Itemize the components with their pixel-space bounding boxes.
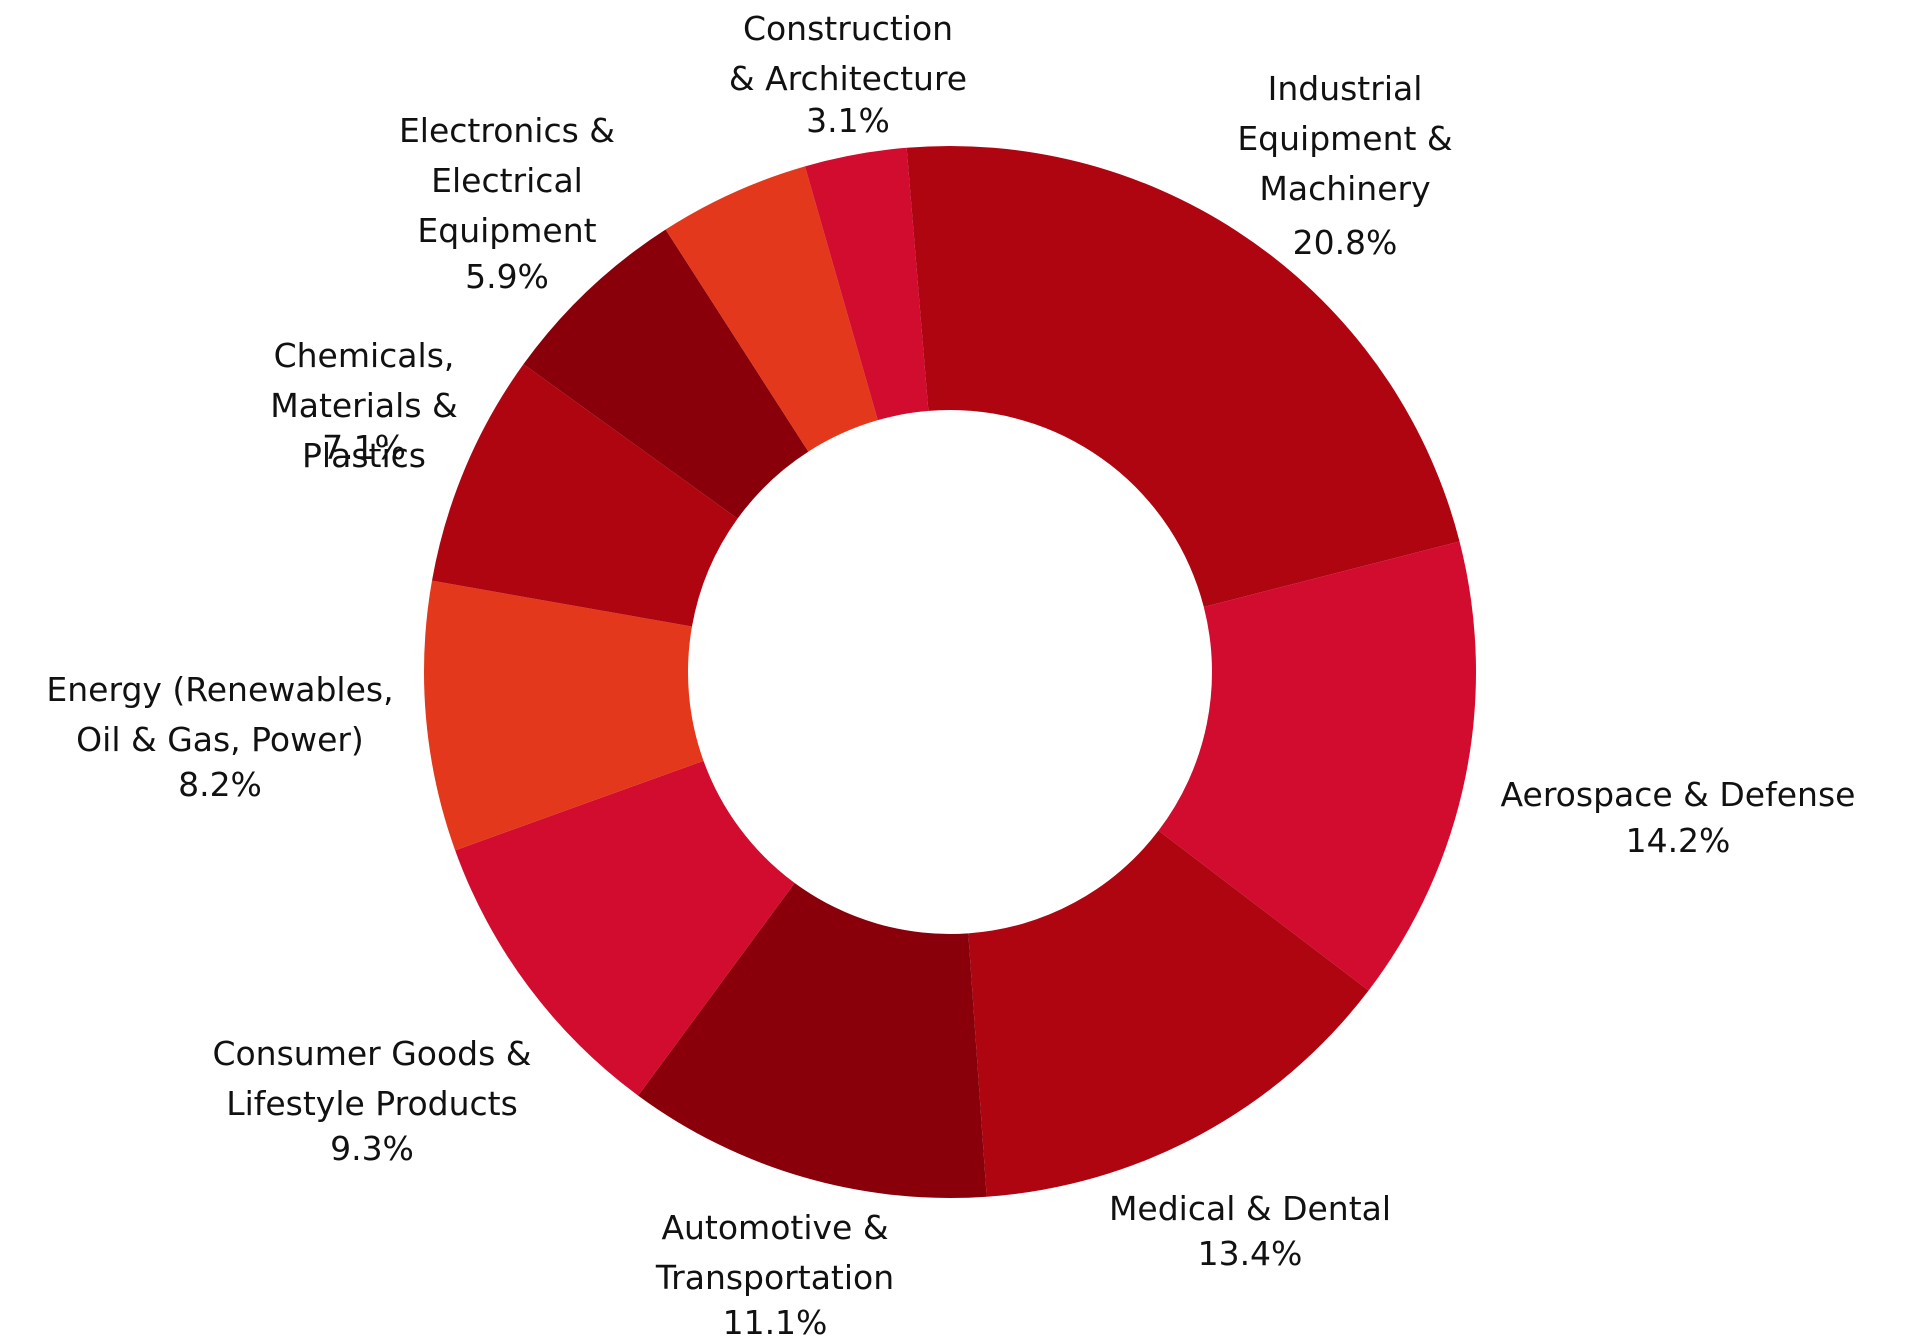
slice-label-aerospace-and-defense-line-0: Aerospace & Defense	[1501, 775, 1856, 814]
slice-value-label-consumer-goods-and-lifestyle-products: 9.3%	[330, 1129, 414, 1168]
slice-label-electronics-and-electrical-equipment-line-0: Electronics &	[399, 111, 615, 150]
slice-industrial-equipment-and-machinery	[950, 146, 1460, 608]
slice-label-industrial-equipment-and-machinery-line-1: Equipment &	[1237, 119, 1452, 158]
slice-energy-renewables-oil-and-gas-power	[424, 580, 704, 851]
slice-label-automotive-and-transportation-line-0: Automotive &	[661, 1208, 888, 1247]
slice-value-label-chemicals-materials-and-plastics: 7.1%	[322, 428, 406, 467]
slice-label-chemicals-materials-and-plastics-line-1: Materials &	[270, 386, 457, 425]
slice-value-label-aerospace-and-defense: 14.2%	[1626, 821, 1731, 860]
slice-label-energy-renewables-oil-and-gas-power-line-0: Energy (Renewables,	[46, 670, 393, 709]
slice-label-chemicals-materials-and-plastics-line-2: Plastics	[302, 436, 426, 475]
slice-electronics-and-electrical-equipment	[523, 229, 809, 519]
slice-label-electronics-and-electrical-equipment-line-1: Electrical	[431, 161, 583, 200]
slices-group	[424, 146, 1476, 1198]
slice-value-label-unlabeled-9: 3.1%	[806, 101, 890, 140]
slice-label-automotive-and-transportation-line-1: Transportation	[655, 1258, 894, 1297]
slice-label-construction-and-architecture-line-0: Construction	[743, 9, 953, 48]
slice-automotive-and-transportation	[638, 882, 987, 1198]
slice-value-label-medical-and-dental: 13.4%	[1198, 1234, 1303, 1273]
slice-chemicals-materials-and-plastics	[431, 364, 738, 627]
slice-aerospace-and-defense	[1158, 541, 1476, 991]
slice-medical-and-dental	[968, 830, 1369, 1197]
slice-label-chemicals-materials-and-plastics-line-0: Chemicals,	[274, 336, 455, 375]
slice-construction-and-architecture	[665, 166, 878, 452]
slice-value-label-automotive-and-transportation: 11.1%	[723, 1303, 828, 1340]
slice-label-industrial-equipment-and-machinery-line-2: Machinery	[1259, 169, 1430, 208]
slice-consumer-goods-and-lifestyle-products	[455, 760, 795, 1096]
slice-label-energy-renewables-oil-and-gas-power-line-1: Oil & Gas, Power)	[76, 720, 364, 759]
slice-label-medical-and-dental-line-0: Medical & Dental	[1109, 1189, 1391, 1228]
slice-value-label-energy-renewables-oil-and-gas-power: 8.2%	[178, 765, 262, 804]
labels-group: Industrial Equipment & Machinery 20.8% Aeros…	[46, 9, 1855, 1340]
slice-label-consumer-goods-and-lifestyle-products-line-1: Lifestyle Products	[226, 1084, 518, 1123]
slice-label-industrial-equipment-and-machinery-line-0: Industrial	[1268, 69, 1423, 108]
slice-unlabeled-10	[906, 146, 950, 411]
slice-label-construction-and-architecture-line-1: & Architecture	[729, 59, 967, 98]
slice-unlabeled-9	[805, 147, 929, 421]
slice-label-consumer-goods-and-lifestyle-products-line-0: Consumer Goods &	[212, 1034, 531, 1073]
slice-value-label-industrial-equipment-and-machinery: 20.8%	[1293, 223, 1398, 262]
slice-value-label-electronics-and-electrical-equipment: 5.9%	[465, 257, 549, 296]
slice-label-electronics-and-electrical-equipment-line-2: Equipment	[417, 211, 596, 250]
